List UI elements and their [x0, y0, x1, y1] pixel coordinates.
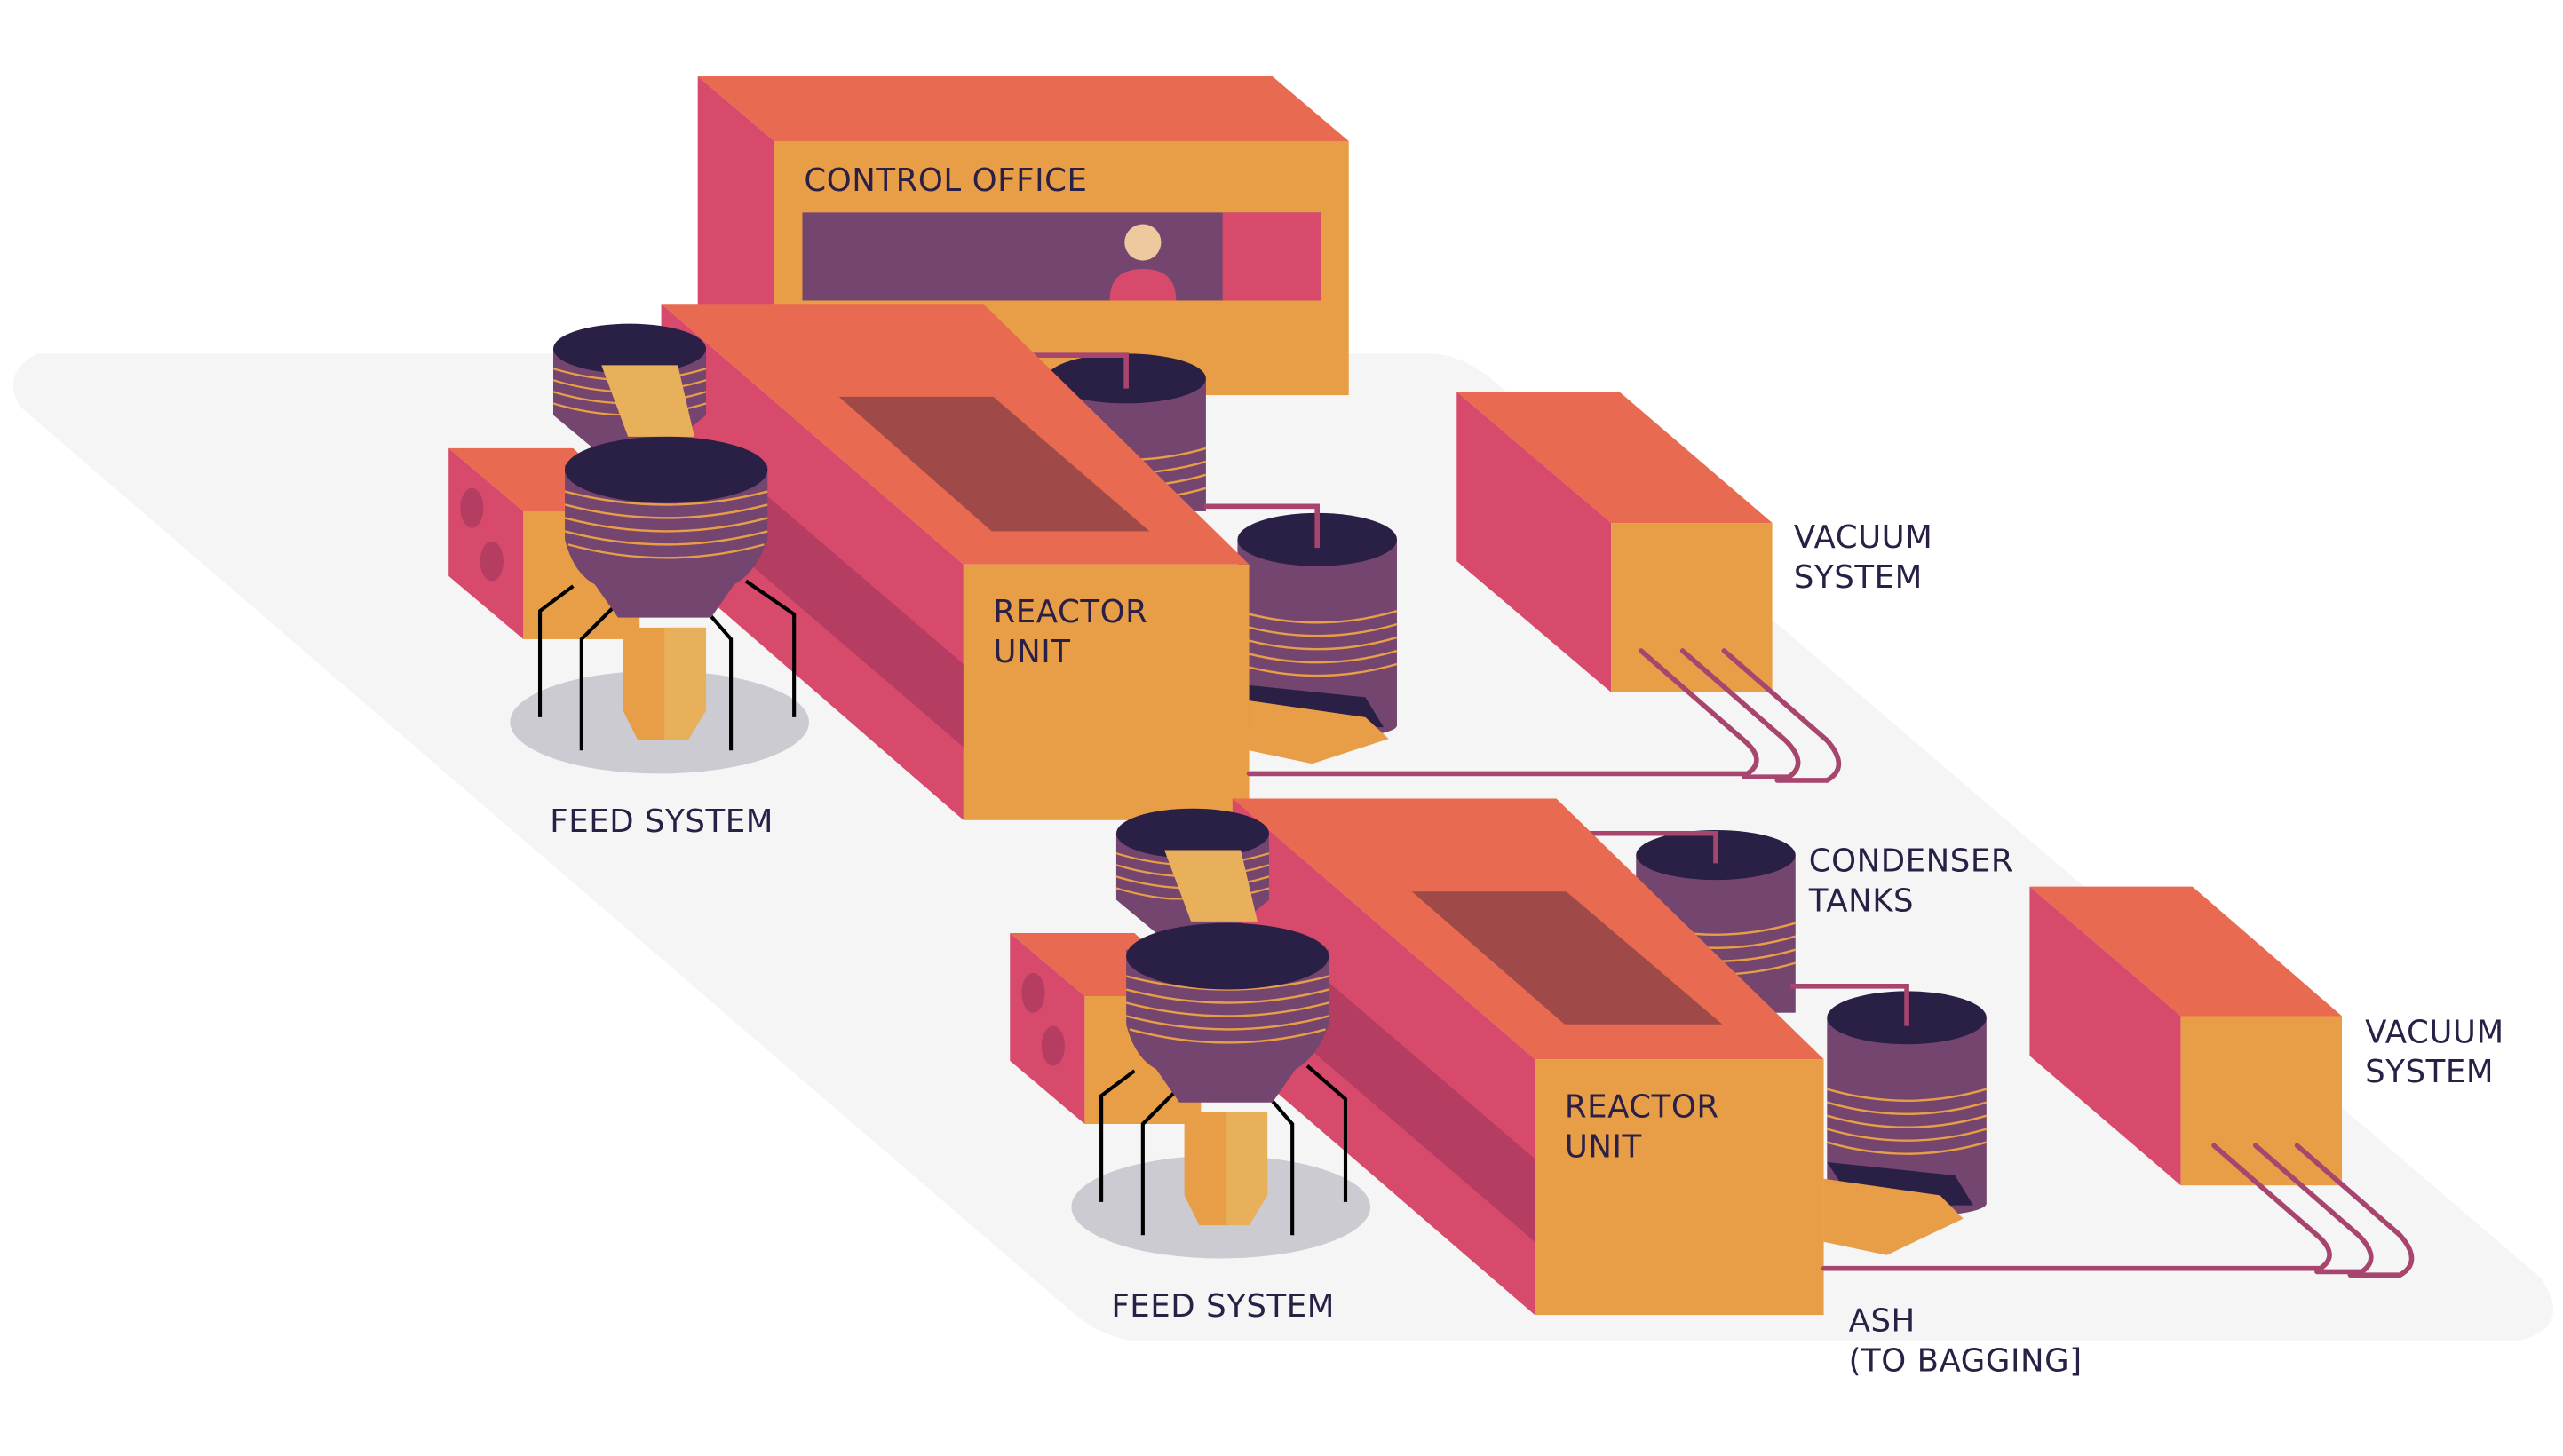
feed-system-2: FEED SYSTEM	[1010, 808, 1371, 1325]
condenser-pipe	[996, 352, 1129, 389]
condenser-pipe	[1204, 503, 1321, 549]
feed-system-1: FEED SYSTEM	[448, 323, 809, 840]
control-office-label: CONTROL OFFICE	[804, 162, 1087, 199]
reactor-hatch	[838, 396, 1150, 532]
condenser-pipe	[1561, 830, 1718, 864]
reactor-unit-label-line2: UNIT	[994, 634, 1071, 670]
vacuum-system-label-line1: VACUUM	[2365, 1014, 2504, 1050]
ash-chute-2	[1823, 1178, 1964, 1255]
reactor-unit-2: REACTOR UNIT	[1232, 798, 1824, 1316]
reactor-side-shade	[1302, 959, 1535, 1242]
condenser-tanks-label-line1: CONDENSER	[1809, 843, 2013, 880]
vacuum-pipes-2	[1821, 1143, 2415, 1278]
vacuum-system-label-line1: VACUUM	[1794, 519, 1932, 556]
ash-chute-1	[1249, 700, 1389, 764]
reactor-unit-1: REACTOR UNIT	[661, 304, 1250, 820]
reactor-front	[963, 564, 1250, 820]
condenser-pipe	[1790, 983, 1909, 1026]
vacuum-system-2: VACUUM SYSTEM	[2029, 886, 2504, 1186]
condenser-tanks-label-line2: TANKS	[1808, 883, 1914, 920]
feed-system-label: FEED SYSTEM	[550, 803, 774, 840]
ash-label-line2: (TO BAGGING]	[1849, 1343, 2083, 1380]
vacuum-system-label-line2: SYSTEM	[1794, 559, 1923, 596]
operator-body	[1109, 268, 1177, 301]
feed-system-label: FEED SYSTEM	[1111, 1288, 1335, 1325]
vacuum-pipes-1	[1246, 648, 1842, 783]
reactor-unit-label-line2: UNIT	[1565, 1128, 1642, 1165]
reactor-hatch	[1411, 891, 1723, 1025]
control-office-window-side	[1222, 212, 1321, 301]
operator-head	[1124, 224, 1162, 261]
ash-label-line1: ASH	[1849, 1303, 1916, 1340]
reactor-front	[1535, 1059, 1824, 1316]
vacuum-system-1: VACUUM SYSTEM	[1456, 392, 1932, 692]
reactor-unit-label-line1: REACTOR	[1565, 1089, 1719, 1126]
reactor-unit-label-line1: REACTOR	[994, 594, 1148, 630]
vacuum-system-label-line2: SYSTEM	[2365, 1054, 2494, 1090]
control-office-top	[697, 76, 1349, 141]
reactor-side-shade	[731, 464, 964, 748]
